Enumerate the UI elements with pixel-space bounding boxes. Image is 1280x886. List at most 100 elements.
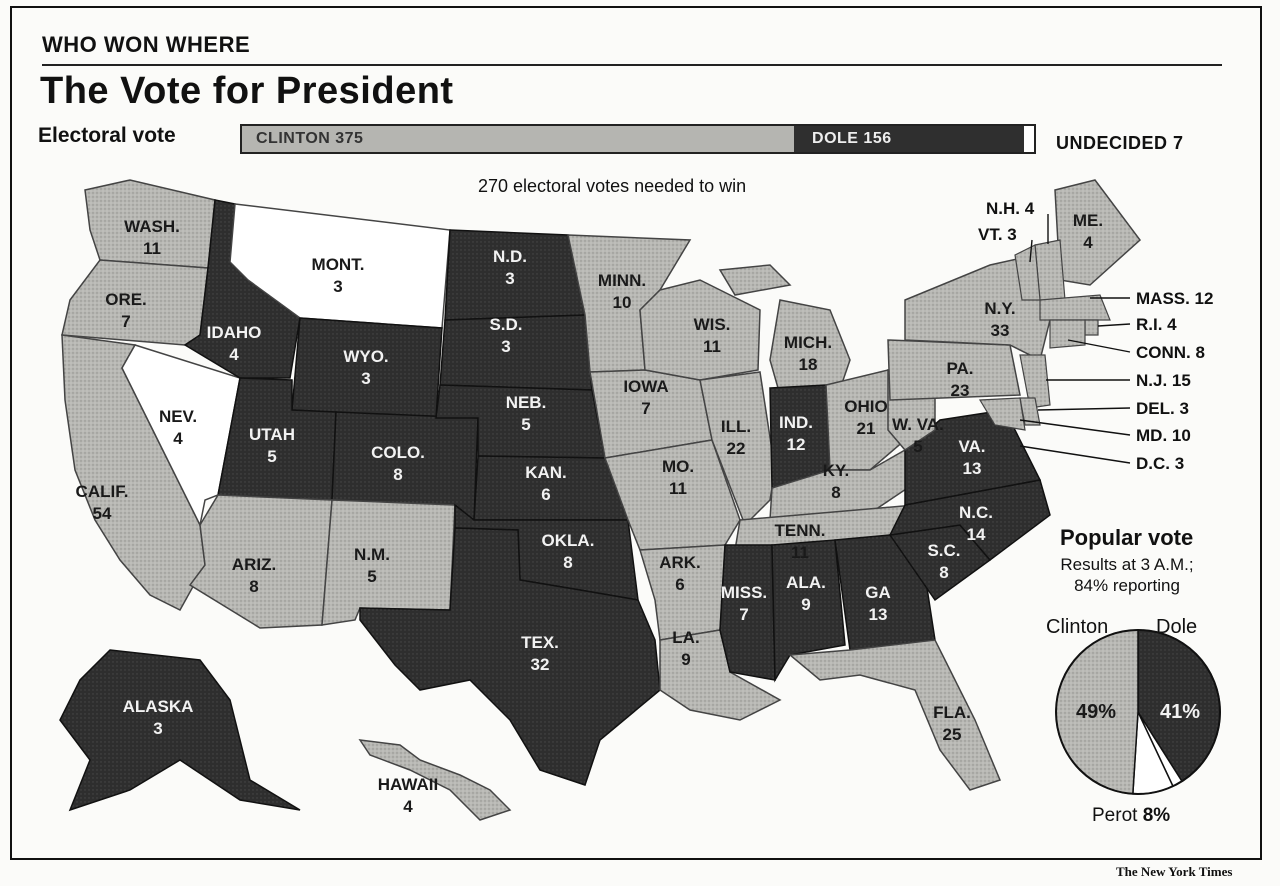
state-ev-va: 13: [963, 459, 982, 478]
state-label-va: VA.: [958, 437, 985, 456]
pie-outline: [1055, 629, 1221, 795]
state-label-ne: NEB.: [506, 393, 547, 412]
callout-label-md: MD. 10: [1136, 426, 1191, 445]
state-label-wy: WYO.: [343, 347, 388, 366]
state-ev-in: 12: [787, 435, 806, 454]
state-label-pa: PA.: [946, 359, 973, 378]
state-label-mi: MICH.: [784, 333, 832, 352]
state-ev-ia: 7: [641, 399, 650, 418]
callout-label-vt: VT. 3: [978, 225, 1017, 244]
graphic-frame: [10, 6, 1262, 860]
state-ev-or: 7: [121, 312, 130, 331]
state-ev-oh: 21: [857, 419, 876, 438]
state-label-ar: ARK.: [659, 553, 701, 572]
state-oh: [825, 369, 906, 471]
state-label-wv: W. VA.: [892, 415, 944, 434]
pie-clinton-pct: 49%: [1076, 701, 1116, 723]
state-ev-ne: 5: [521, 415, 530, 434]
state-ev-mn: 10: [613, 293, 632, 312]
callout-label-nj: N.J. 15: [1136, 371, 1191, 390]
state-hi: [358, 739, 512, 821]
pie-perot-name: Perot: [1092, 805, 1138, 826]
state-ev-ga: 13: [869, 605, 888, 624]
popular-vote-subtitle: Results at 3 A.M.; 84% reporting: [1046, 554, 1208, 596]
state-label-ny: N.Y.: [984, 299, 1015, 318]
state-label-or: ORE.: [105, 290, 147, 309]
state-ev-hi: 4: [403, 797, 413, 816]
state-label-tx: TEX.: [521, 633, 559, 652]
electoral-bar-clinton-segment: CLINTON 375: [242, 126, 795, 152]
popular-vote-subtitle-line1: Results at 3 A.M.;: [1060, 555, 1194, 574]
state-ev-ms: 7: [739, 605, 748, 624]
state-ev-ny: 33: [991, 321, 1010, 340]
state-ev-tx: 32: [531, 655, 550, 674]
state-label-co: COLO.: [371, 443, 425, 462]
callout-label-ma: MASS. 12: [1136, 289, 1213, 308]
callout-line-de: [1037, 407, 1131, 411]
state-label-nc: N.C.: [959, 503, 993, 522]
kicker-heading: WHO WON WHERE: [42, 32, 251, 57]
state-ev-nc: 14: [967, 525, 986, 544]
state-label-mt: MONT.: [312, 255, 365, 274]
state-wi: [639, 279, 761, 381]
electoral-bar-clinton-label: CLINTON 375: [256, 130, 364, 147]
state-ny: [904, 254, 1051, 362]
state-ev-fl: 25: [943, 725, 962, 744]
state-ev-ca: 54: [93, 504, 112, 523]
state-label-mo: MO.: [662, 457, 694, 476]
state-ev-la: 9: [681, 650, 690, 669]
state-ev-sc: 8: [939, 563, 948, 582]
state-label-ca: CALIF.: [76, 482, 129, 501]
state-ev-wi: 11: [703, 337, 721, 356]
state-ev-nv: 4: [173, 429, 183, 448]
callout-label-dc: D.C. 3: [1136, 454, 1184, 473]
source-credit: The New York Times: [1116, 864, 1233, 879]
state-label-in: IND.: [779, 413, 813, 432]
state-label-me: ME.: [1073, 211, 1103, 230]
popular-vote-pie: 49% 41%: [1055, 629, 1221, 795]
state-ev-ar: 6: [675, 575, 684, 594]
pie-dole-name: Dole: [1156, 616, 1198, 638]
state-label-oh: OHIO: [844, 397, 887, 416]
state-label-nv: NEV.: [159, 407, 197, 426]
state-ev-sd: 3: [501, 337, 510, 356]
state-ev-id: 4: [229, 345, 239, 364]
state-label-sc: S.C.: [927, 541, 960, 560]
state-label-wa: WASH.: [124, 217, 180, 236]
state-label-la: LA.: [672, 628, 699, 647]
callout-line-ct: [1067, 339, 1131, 353]
state-label-ks: KAN.: [525, 463, 567, 482]
state-label-nm: N.M.: [354, 545, 390, 564]
callout-line-ri: [1097, 323, 1131, 327]
state-ri: [1084, 319, 1099, 336]
state-label-ok: OKLA.: [542, 531, 595, 550]
popular-vote-title: Popular vote: [1060, 525, 1194, 550]
state-label-ga: GA: [865, 583, 891, 602]
state-ev-mt: 3: [333, 277, 342, 296]
state-label-tn: TENN.: [775, 521, 826, 540]
state-label-ak: ALASKA: [123, 697, 194, 716]
state-ma: [1039, 294, 1111, 321]
state-il: [699, 371, 776, 527]
popular-vote-subtitle-line2: 84% reporting: [1074, 576, 1180, 595]
undecided-label: UNDECIDED 7: [1056, 133, 1184, 153]
state-label-hi: HAWAII: [378, 775, 438, 794]
pie-clinton-name: Clinton: [1046, 616, 1109, 638]
state-ev-ak: 3: [153, 719, 162, 738]
state-ev-il: 22: [727, 439, 746, 458]
state-ev-me: 4: [1083, 233, 1093, 252]
state-ev-wv: 5: [913, 437, 922, 456]
state-label-az: ARIZ.: [232, 555, 276, 574]
state-ev-wa: 11: [143, 239, 161, 258]
state-fl: [788, 639, 1002, 791]
state-ev-tn: 11: [791, 543, 809, 562]
electoral-vote-label: Electoral vote: [38, 124, 176, 147]
state-label-ky: KY.: [823, 461, 849, 480]
state-md: [978, 397, 1026, 431]
state-label-id: IDAHO: [207, 323, 262, 342]
state-ev-ut: 5: [267, 447, 276, 466]
state-ev-ok: 8: [563, 553, 572, 572]
state-ev-mi: 18: [799, 355, 818, 374]
state-labels: WASH.11ORE.7CALIF.54NEV.4IDAHO4MONT.3WYO…: [76, 199, 1214, 816]
callout-line-md: [1019, 419, 1131, 436]
